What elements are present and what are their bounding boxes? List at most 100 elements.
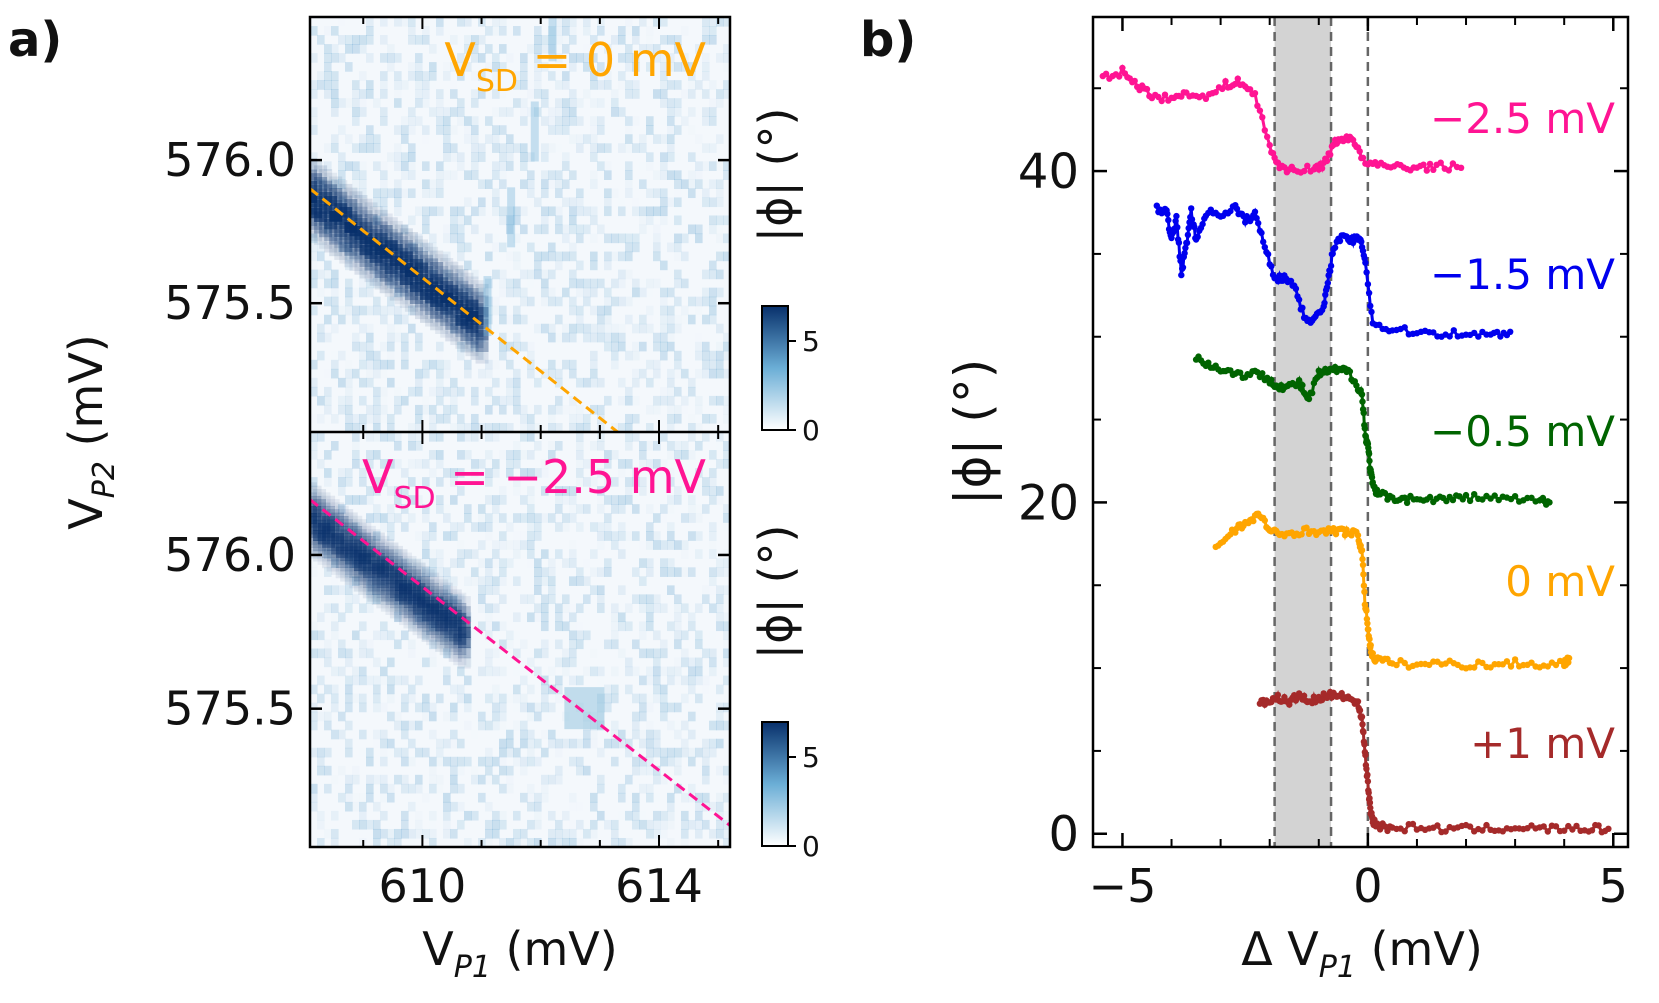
noise-cell: [345, 783, 353, 794]
noise-cell: [569, 305, 577, 316]
noise-cell: [625, 486, 633, 496]
noise-cell: [359, 729, 367, 740]
noise-cell: [345, 377, 353, 388]
noise-cell: [562, 71, 570, 81]
noise-cell: [380, 477, 388, 487]
noise-cell: [534, 35, 542, 45]
noise-cell: [436, 757, 444, 767]
noise-cell: [653, 729, 661, 740]
noise-cell: [513, 395, 521, 406]
noise-cell: [709, 413, 717, 424]
noise-cell: [548, 242, 556, 253]
noise-cell: [387, 359, 395, 370]
noise-cell: [562, 80, 570, 90]
noise-cell: [345, 558, 353, 568]
noise-cell: [534, 89, 542, 99]
noise-cell: [401, 720, 409, 731]
noise-cell: [660, 134, 668, 144]
noise-cell: [401, 125, 409, 135]
feature-cell: [380, 539, 394, 551]
series-blue-point: [1178, 271, 1185, 279]
feature-cell: [394, 610, 408, 622]
noise-cell: [611, 684, 619, 695]
noise-cell: [471, 766, 479, 776]
noise-cell: [520, 549, 528, 559]
noise-cell: [492, 828, 500, 839]
noise-cell: [681, 693, 689, 704]
noise-cell: [590, 801, 598, 812]
noise-cell: [709, 738, 717, 749]
noise-cell: [443, 648, 451, 659]
noise-cell: [618, 251, 626, 262]
noise-cell: [492, 206, 500, 217]
feature-cell: [457, 647, 471, 659]
feature-cell: [475, 295, 489, 307]
noise-cell: [394, 441, 402, 451]
noise-cell: [324, 278, 332, 289]
noise-cell: [317, 242, 325, 253]
noise-cell: [324, 161, 332, 171]
noise-cell: [359, 305, 367, 316]
noise-cell: [352, 422, 360, 432]
noise-cell: [639, 441, 647, 451]
feature-cell: [344, 522, 358, 534]
noise-cell: [457, 783, 465, 794]
noise-cell: [674, 107, 682, 117]
noise-cell: [604, 287, 612, 298]
noise-cell: [324, 71, 332, 81]
noise-cell: [639, 648, 647, 659]
noise-cell: [541, 486, 549, 496]
xtick-label: 0: [1353, 859, 1382, 913]
noise-cell: [660, 260, 668, 271]
noise-cell: [478, 621, 486, 632]
noise-cell: [688, 125, 696, 135]
noise-cell: [464, 837, 472, 847]
noise-cell: [408, 558, 416, 568]
noise-cell: [436, 107, 444, 117]
noise-cell: [646, 612, 654, 623]
noise-cell: [527, 342, 535, 352]
noise-cell: [590, 441, 598, 451]
noise-cell: [359, 143, 367, 153]
noise-cell: [485, 775, 493, 785]
noise-cell: [618, 269, 626, 280]
noise-cell: [387, 377, 395, 388]
noise-cell: [387, 783, 395, 794]
series-label-darkred: +1 mV: [1470, 719, 1615, 768]
feature-cell: [445, 261, 459, 273]
noise-cell: [506, 558, 514, 568]
noise-cell: [520, 269, 528, 280]
feature-cell: [389, 232, 403, 244]
noise-cell: [478, 711, 486, 722]
noise-cell: [457, 522, 465, 532]
feature-cell: [376, 576, 390, 588]
feature-cell: [317, 492, 331, 504]
noise-cell: [485, 134, 493, 144]
noise-cell: [450, 224, 458, 235]
noise-cell: [660, 116, 668, 126]
noise-cell: [317, 837, 325, 847]
noise-cell: [345, 801, 353, 812]
noise-cell: [611, 540, 619, 550]
series-orange-point: [1261, 517, 1269, 524]
noise-cell: [583, 224, 591, 235]
noise-cell: [527, 422, 535, 432]
noise-cell: [436, 170, 444, 180]
noise-cell: [345, 251, 353, 262]
noise-cell: [653, 405, 661, 415]
noise-cell: [688, 729, 696, 740]
series-blue-point: [1349, 239, 1357, 246]
noise-cell: [499, 278, 507, 289]
noise-cell: [380, 621, 388, 632]
noise-cell: [401, 395, 409, 406]
feature-cell: [380, 600, 394, 612]
noise-cell: [408, 720, 416, 731]
noise-cell: [534, 819, 542, 830]
noise-cell: [576, 504, 584, 514]
noise-cell: [646, 206, 654, 217]
noise-cell: [639, 765, 647, 776]
noise-cell: [331, 837, 339, 847]
series-darkred-point: [1588, 827, 1596, 834]
noise-cell: [464, 368, 472, 379]
noise-cell: [506, 468, 514, 478]
